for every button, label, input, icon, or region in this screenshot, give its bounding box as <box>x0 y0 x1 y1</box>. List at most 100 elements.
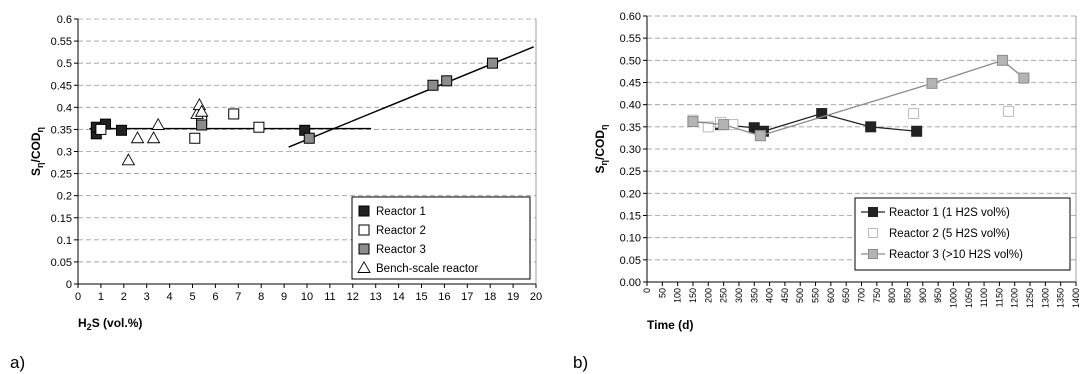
x-tick-label: 10 <box>301 291 313 303</box>
x-tick-label: 100 <box>673 288 683 303</box>
x-tick-label: 13 <box>370 291 382 303</box>
y-tick-label: 0 <box>66 279 72 291</box>
x-tick-label: 1400 <box>1071 288 1081 308</box>
legend-label: Reactor 3 <box>376 244 426 256</box>
y-tick-label: 0.5 <box>57 58 72 70</box>
data-point <box>816 108 828 120</box>
legend-label: Bench-scale reactor <box>376 263 478 275</box>
legend-marker <box>868 228 878 238</box>
y-tick-label: 0.3 <box>57 147 72 159</box>
x-tick-label: 17 <box>461 291 473 303</box>
x-tick-label: 950 <box>933 288 943 303</box>
data-point <box>151 117 165 130</box>
x-tick-label: 6 <box>212 291 218 303</box>
legend-label: Reactor 1 (1 H2S vol%) <box>889 207 1010 219</box>
x-tick-label: 1100 <box>979 288 989 307</box>
x-tick-label: 18 <box>484 291 496 303</box>
chart-b: 0.00 0.05 0.10 0.15 0.20 0.25 0.30 0.35 0.40 0.45… <box>573 11 1081 372</box>
data-point <box>1003 105 1015 117</box>
panel-label: b) <box>573 353 588 372</box>
x-tick-label: 8 <box>258 291 264 303</box>
x-tick-label: 15 <box>415 291 427 303</box>
x-tick-label: 50 <box>657 288 667 298</box>
x-tick-label: 350 <box>749 288 759 303</box>
data-point <box>996 54 1008 66</box>
x-tick-label: 300 <box>734 288 744 303</box>
data-point <box>911 125 923 137</box>
data-point <box>130 131 145 144</box>
legend-label: Reactor 1 <box>376 206 426 218</box>
y-axis-title: Sη/CODη <box>29 127 45 176</box>
x-tick-label: 0 <box>642 288 652 293</box>
legend-label: Reactor 2 (5 H2S vol%) <box>889 228 1010 240</box>
data-point <box>189 132 201 144</box>
x-tick-label: 14 <box>392 291 404 303</box>
x-tick-label: 7 <box>235 291 241 303</box>
y-tick-label: 0.00 <box>620 277 641 289</box>
x-tick-label: 1000 <box>948 288 958 308</box>
x-tick-label: 500 <box>795 288 805 303</box>
x-tick-label: 900 <box>918 288 928 303</box>
y-tick-label: 0.05 <box>620 255 641 267</box>
x-tick-label: 11 <box>324 291 335 303</box>
legend-label: Reactor 2 <box>376 225 426 237</box>
x-tick-label: 0 <box>75 291 81 303</box>
legend-label: Reactor 3 (>10 H2S vol%) <box>889 249 1023 261</box>
data-point <box>1018 72 1030 84</box>
y-tick-label: 0.40 <box>620 100 641 112</box>
y-tick-label: 0.50 <box>620 55 641 67</box>
y-tick-label: 0.4 <box>57 102 72 114</box>
y-tick-label: 0.15 <box>620 211 641 223</box>
data-point <box>121 153 136 166</box>
y-tick-label: 0.15 <box>51 213 72 225</box>
x-axis-title: Time (d) <box>647 318 693 332</box>
x-tick-label: 2 <box>121 291 127 303</box>
x-tick-label: 1050 <box>964 288 974 308</box>
y-tick-label: 0.60 <box>620 11 641 23</box>
y-axis-title: Sη/CODη <box>593 124 609 173</box>
y-tick-label: 0.25 <box>51 169 72 181</box>
data-point <box>95 123 107 135</box>
data-point <box>116 124 128 136</box>
x-tick-label: 20 <box>530 291 542 303</box>
y-tick-label: 0.55 <box>620 33 641 45</box>
x-tick-label: 1300 <box>1040 288 1050 308</box>
data-point <box>926 77 938 89</box>
x-tick-label: 16 <box>438 291 450 303</box>
data-point <box>228 108 240 120</box>
data-point <box>192 98 207 111</box>
legend-box <box>854 197 1071 271</box>
data-point <box>486 57 498 69</box>
legend-box <box>351 196 531 280</box>
data-point <box>908 108 920 120</box>
x-tick-label: 1250 <box>1025 288 1035 308</box>
data-point <box>196 119 208 131</box>
y-tick-label: 0.10 <box>620 233 641 245</box>
x-tick-label: 4 <box>167 291 173 303</box>
x-tick-label: 12 <box>347 291 359 303</box>
x-tick-label: 3 <box>144 291 150 303</box>
y-tick-label: 0.05 <box>51 257 72 269</box>
y-tick-label: 0.55 <box>51 36 72 48</box>
legend-marker <box>357 260 371 273</box>
data-point <box>687 116 699 128</box>
x-tick-label: 1150 <box>994 288 1004 307</box>
x-tick-label: 19 <box>507 291 519 303</box>
x-tick-label: 800 <box>887 288 897 303</box>
x-tick-label: 1 <box>98 291 104 303</box>
x-tick-label: 750 <box>872 288 882 303</box>
legend-marker <box>358 205 370 217</box>
data-point <box>194 104 209 117</box>
y-tick-label: 0.45 <box>51 80 72 92</box>
data-point <box>702 121 714 133</box>
legend-marker <box>358 224 370 236</box>
series-line <box>692 59 1025 137</box>
x-tick-label: 1350 <box>1056 288 1066 308</box>
y-tick-label: 0.35 <box>51 124 72 136</box>
x-tick-label: 9 <box>281 291 287 303</box>
x-tick-label: 450 <box>780 288 790 303</box>
data-point <box>754 130 766 142</box>
data-point <box>253 121 265 133</box>
x-tick-label: 700 <box>857 288 867 303</box>
y-tick-label: 0.35 <box>620 122 641 134</box>
